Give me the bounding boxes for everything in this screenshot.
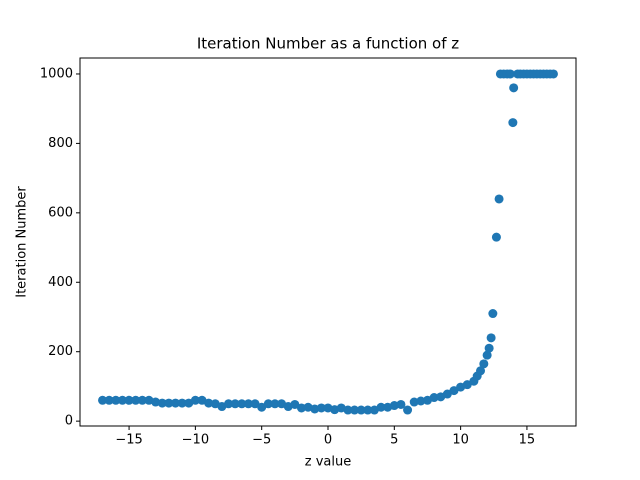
scatter-point <box>230 399 240 409</box>
scatter-point <box>442 389 452 399</box>
scatter-point <box>403 405 413 415</box>
scatter-point <box>409 397 419 407</box>
scatter-point <box>257 402 267 412</box>
scatter-point <box>491 232 501 242</box>
scatter-point <box>151 397 161 407</box>
scatter-point <box>429 393 439 403</box>
scatter-point <box>389 401 399 411</box>
scatter-point <box>396 399 406 409</box>
scatter-point <box>484 343 494 353</box>
y-tick-label: 200 <box>48 344 73 359</box>
scatter-point <box>548 69 558 79</box>
scatter-point <box>104 395 114 405</box>
scatter-point <box>482 350 492 360</box>
scatter-point <box>494 194 504 204</box>
y-tick-label: 400 <box>48 275 73 290</box>
scatter-point <box>505 69 515 79</box>
x-tick-label: 5 <box>390 433 398 448</box>
scatter-point <box>316 403 326 413</box>
scatter-point <box>343 405 353 415</box>
chart-title: Iteration Number as a function of z <box>197 35 459 53</box>
scatter-point <box>350 405 360 415</box>
x-tick-label: −10 <box>182 433 209 448</box>
x-tick-label: 15 <box>519 433 536 448</box>
scatter-point <box>488 309 498 319</box>
scatter-point <box>310 404 320 414</box>
scatter-point <box>479 359 489 369</box>
scatter-point <box>449 386 459 396</box>
scatter-point <box>243 399 253 409</box>
axes-frame <box>79 57 577 427</box>
plot-area: −15 −10 −5 0 5 10 15 0 200 400 600 800 1000 <box>40 66 558 448</box>
y-axis-label: Iteration Number <box>15 186 30 298</box>
scatter-point <box>111 395 121 405</box>
scatter-point <box>356 405 366 415</box>
y-tick-label: 0 <box>65 414 73 429</box>
scatter-point <box>270 399 280 409</box>
x-tick-label: 10 <box>452 433 469 448</box>
scatter-point <box>164 398 174 408</box>
scatter-point <box>509 83 519 93</box>
y-tick-label: 1000 <box>40 66 73 81</box>
y-tick-label: 600 <box>48 205 73 220</box>
scatter-point <box>416 396 426 406</box>
x-tick-label: 0 <box>324 433 332 448</box>
scatter-point <box>98 395 108 405</box>
scatter-point <box>250 399 260 409</box>
scatter-point <box>290 399 300 409</box>
y-tick-label: 800 <box>48 136 73 151</box>
scatter-point <box>124 395 134 405</box>
scatter-point <box>296 403 306 413</box>
x-tick-label: −15 <box>115 433 142 448</box>
scatter-point <box>224 399 234 409</box>
scatter-point <box>508 118 518 128</box>
x-tick-label: −5 <box>252 433 271 448</box>
scatter-point <box>177 398 187 408</box>
scatter-point <box>476 366 486 376</box>
scatter-point <box>117 395 127 405</box>
scatter-point <box>462 380 472 390</box>
scatter-point <box>376 402 386 412</box>
scatter-point <box>263 399 273 409</box>
scatter-point <box>170 398 180 408</box>
scatter-point <box>237 399 247 409</box>
scatter-point <box>157 398 167 408</box>
scatter-point <box>363 405 373 415</box>
scatter-point <box>486 333 496 343</box>
x-axis-label: z value <box>305 455 351 470</box>
scatter-point <box>137 395 147 405</box>
scatter-point <box>204 398 214 408</box>
scatter-point <box>131 395 141 405</box>
scatter-point <box>190 395 200 405</box>
